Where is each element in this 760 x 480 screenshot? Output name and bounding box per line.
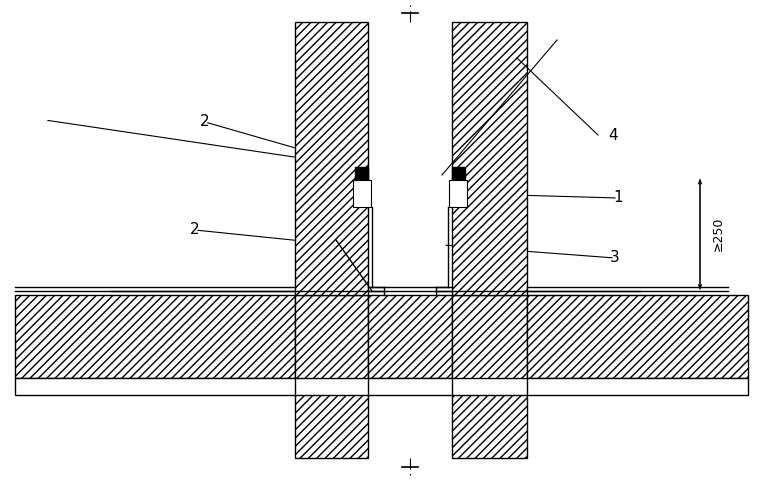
Bar (15, 378, 295, 395)
Bar (452, 295, 527, 378)
Text: 1: 1 (613, 191, 622, 205)
Bar (452, 395, 527, 458)
Text: 3: 3 (610, 251, 620, 265)
Bar (452, 22, 527, 295)
Bar (15, 295, 295, 378)
Bar (295, 22, 368, 295)
Bar (449, 180, 467, 207)
Text: 2: 2 (200, 115, 210, 130)
Bar (295, 395, 368, 458)
Bar (295, 295, 368, 378)
Bar (368, 295, 452, 378)
Bar (368, 378, 452, 395)
Text: 4: 4 (608, 128, 618, 143)
Bar (452, 167, 465, 180)
Bar (355, 167, 368, 180)
Text: ≥250: ≥250 (712, 217, 725, 252)
Bar (353, 180, 371, 207)
Bar (527, 295, 748, 378)
Text: 2: 2 (190, 223, 200, 238)
Bar (527, 378, 748, 395)
